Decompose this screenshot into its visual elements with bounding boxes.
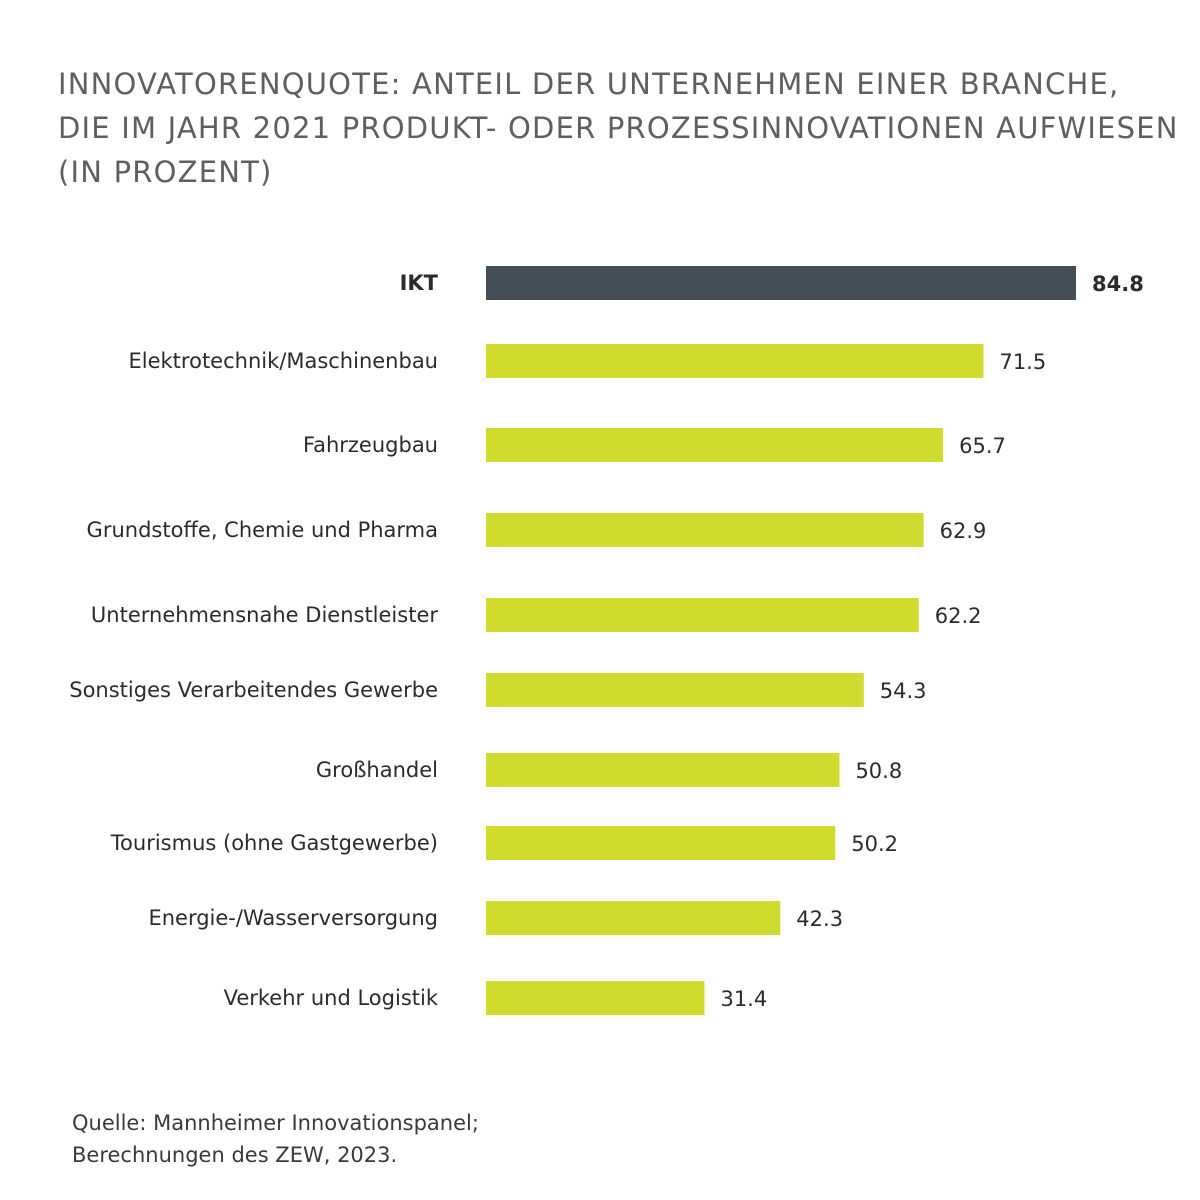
category-label: Großhandel: [316, 758, 438, 782]
category-label: Sonstiges Verarbeitendes Gewerbe: [69, 678, 438, 702]
bar: [486, 598, 919, 632]
chart-title-line-2: DIE IM JAHR 2021 PRODUKT- ODER PROZESSIN…: [58, 111, 1179, 145]
bar: [486, 901, 781, 935]
category-label: Tourismus (ohne Gastgewerbe): [110, 831, 438, 855]
value-label: 42.3: [796, 907, 843, 931]
value-label: 50.8: [855, 759, 902, 783]
bar: [486, 344, 984, 378]
value-label: 50.2: [851, 832, 898, 856]
value-label: 71.5: [999, 350, 1046, 374]
value-label: 54.3: [880, 679, 927, 703]
bar: [486, 826, 836, 860]
bar: [486, 673, 864, 707]
category-label: Grundstoffe, Chemie und Pharma: [87, 518, 438, 542]
chart-title-line-1: INNOVATORENQUOTE: ANTEIL DER UNTERNEHMEN…: [58, 67, 1120, 101]
chart-title-line-3: (IN PROZENT): [58, 155, 273, 189]
source-line-1: Quelle: Mannheimer Innovationspanel;: [72, 1111, 479, 1135]
value-label: 62.9: [940, 519, 987, 543]
value-label: 62.2: [935, 604, 982, 628]
bar: [486, 753, 840, 787]
category-label: Elektrotechnik/Maschinenbau: [129, 349, 439, 373]
category-label: IKT: [400, 271, 439, 295]
bar: [486, 513, 924, 547]
value-label: 31.4: [720, 987, 767, 1011]
chart-title: INNOVATORENQUOTE: ANTEIL DER UNTERNEHMEN…: [58, 62, 1179, 194]
value-label: 84.8: [1092, 272, 1144, 296]
category-label: Energie-/Wasserversorgung: [148, 906, 438, 930]
bar: [486, 981, 705, 1015]
category-label: Unternehmensnahe Dienstleister: [91, 603, 438, 627]
category-label: Verkehr und Logistik: [224, 986, 439, 1010]
category-label: Fahrzeugbau: [303, 433, 438, 457]
source-line-2: Berechnungen des ZEW, 2023.: [72, 1143, 398, 1167]
bar: [486, 428, 944, 462]
value-label: 65.7: [959, 434, 1006, 458]
source-note: Quelle: Mannheimer Innovationspanel; Ber…: [72, 1107, 479, 1171]
bar-highlight: [486, 266, 1076, 300]
